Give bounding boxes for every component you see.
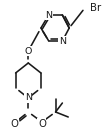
Text: N: N — [45, 10, 52, 19]
Text: N: N — [59, 37, 66, 46]
Text: O: O — [25, 46, 32, 55]
Text: O: O — [11, 119, 19, 129]
Text: N: N — [25, 94, 32, 102]
Text: O: O — [38, 119, 46, 129]
Text: Br: Br — [90, 3, 101, 13]
